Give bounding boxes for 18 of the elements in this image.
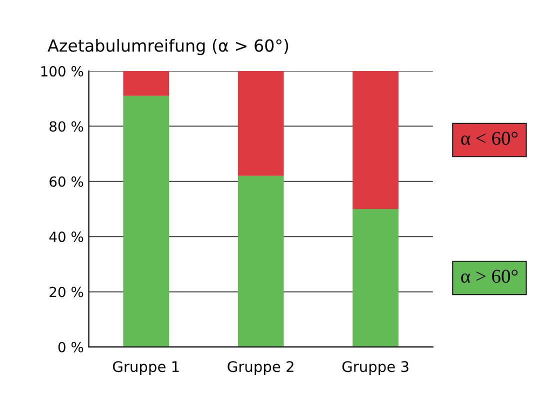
y-tick-label: 100 % bbox=[41, 66, 84, 77]
bar bbox=[238, 71, 284, 176]
y-tick-label: 20 % bbox=[50, 286, 84, 298]
bar bbox=[352, 209, 398, 347]
x-tick-label: Gruppe 3 bbox=[342, 361, 408, 375]
x-tick-label: Gruppe 1 bbox=[113, 361, 179, 375]
bar bbox=[123, 71, 170, 96]
x-tick-label: Gruppe 2 bbox=[228, 361, 294, 375]
bar bbox=[123, 96, 170, 347]
y-tick-label: 40 % bbox=[49, 232, 84, 242]
y-tick-label: 0 % bbox=[58, 342, 84, 352]
text: α > 60° bbox=[461, 270, 518, 283]
chart-title: Azetabulumreifung (α > 60°) bbox=[48, 38, 288, 56]
text: α < 60° bbox=[461, 132, 518, 145]
bar bbox=[238, 176, 284, 347]
y-tick-label: 80 % bbox=[50, 121, 84, 132]
bar bbox=[352, 71, 398, 209]
y-tick-label: 60 % bbox=[50, 176, 84, 187]
